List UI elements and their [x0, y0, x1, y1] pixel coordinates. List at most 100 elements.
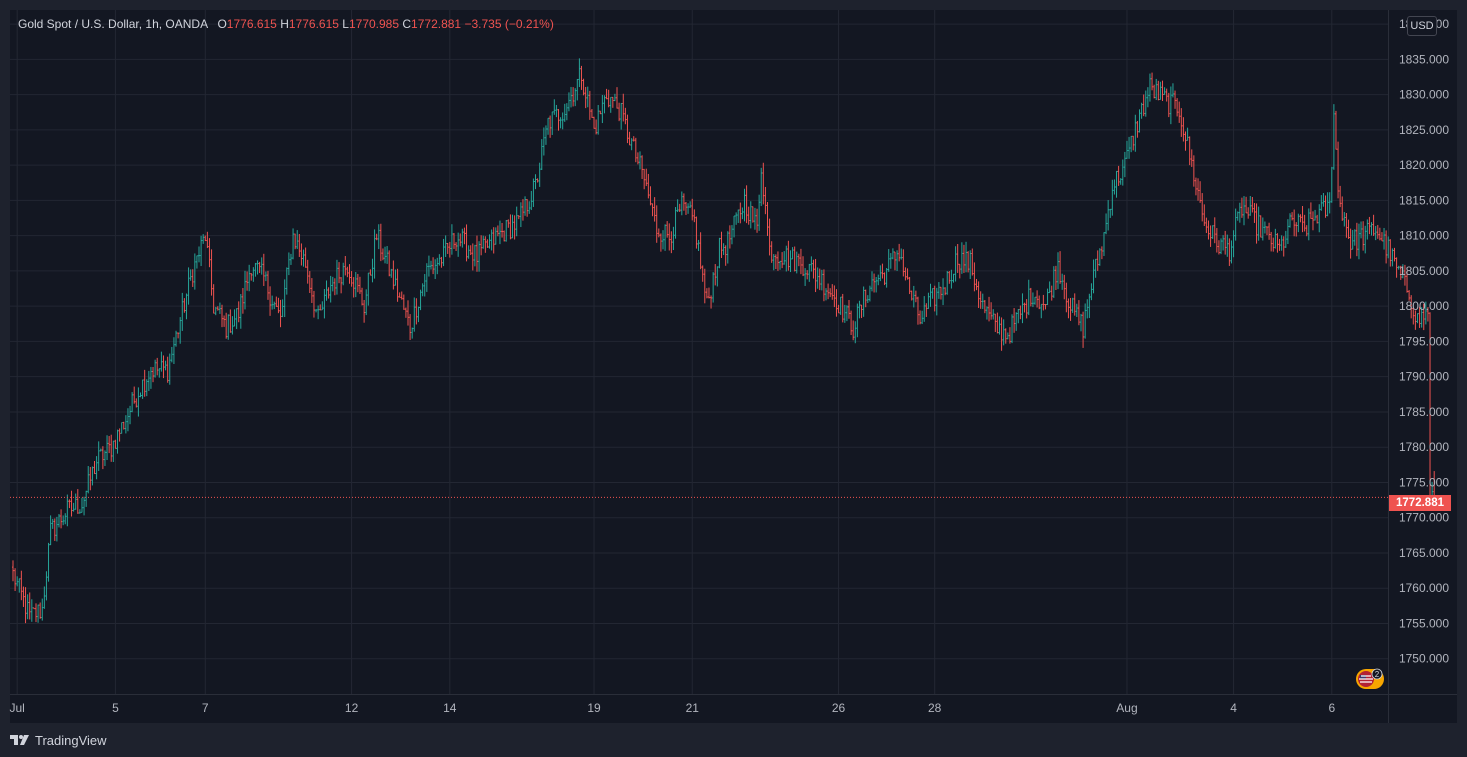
ohlc-bar: [684, 201, 687, 215]
ohlc-bar: [473, 244, 476, 267]
time-scale[interactable]: [10, 694, 1388, 723]
close-label: C: [402, 17, 412, 31]
price-scale[interactable]: [1388, 10, 1457, 694]
ohlc-bar: [837, 304, 840, 314]
ohlc-bar: [1232, 230, 1235, 258]
ohlc-bar: [1040, 303, 1043, 319]
ohlc-bar: [55, 516, 58, 542]
ohlc-bar: [712, 272, 715, 303]
ohlc-bar: [1188, 136, 1191, 166]
ohlc-bar: [423, 274, 426, 297]
ohlc-bar: [1376, 224, 1379, 239]
symbol-legend[interactable]: Gold Spot / U.S. Dollar, 1h, OANDA O1776…: [18, 17, 554, 31]
economic-event-icon[interactable]: 2: [1355, 667, 1385, 691]
ohlc-bar: [645, 168, 648, 187]
ohlc-bar: [841, 293, 844, 323]
ohlc-bar: [524, 196, 527, 216]
ohlc-bar: [482, 235, 485, 249]
ohlc-bar: [37, 604, 40, 623]
ohlc-bar: [1322, 192, 1325, 207]
x-tick-label: 21: [686, 701, 700, 715]
currency-button[interactable]: USD: [1407, 16, 1437, 36]
ohlc-bar: [812, 259, 815, 279]
ohlc-bar: [620, 103, 623, 130]
ohlc-bar: [494, 227, 497, 245]
ohlc-bar: [1113, 179, 1116, 195]
ohlc-bar: [346, 266, 349, 278]
ohlc-bar: [1138, 109, 1141, 133]
ohlc-bar: [296, 230, 299, 249]
ohlc-bar: [1284, 230, 1287, 248]
ohlc-bar: [70, 490, 73, 517]
ohlc-bar: [751, 206, 754, 223]
ohlc-bar: [521, 199, 524, 221]
y-tick-label: 1790.000: [1399, 370, 1449, 384]
ohlc-bar: [653, 197, 656, 222]
ohlc-bar: [118, 428, 121, 442]
ohlc-bar: [143, 369, 146, 397]
ohlc-bar: [618, 102, 621, 122]
ohlc-bar: [384, 246, 387, 264]
ohlc-bar: [1416, 313, 1419, 324]
ohlc-bar: [463, 227, 466, 245]
symbol-name[interactable]: Gold Spot / U.S. Dollar, 1h, OANDA: [18, 17, 208, 31]
ohlc-bar: [218, 302, 221, 314]
ohlc-bar: [1374, 225, 1377, 241]
ohlc-bar: [129, 405, 132, 425]
ohlc-bar: [1247, 207, 1250, 219]
ohlc-bar: [110, 434, 113, 462]
ohlc-bar: [74, 493, 77, 510]
ohlc-bar: [818, 268, 821, 291]
ohlc-bar: [889, 253, 892, 269]
ohlc-bar: [1343, 212, 1346, 227]
plot-area[interactable]: [10, 10, 1388, 694]
ohlc-bar: [515, 206, 518, 237]
ohlc-bar: [57, 514, 60, 528]
ohlc-bar: [225, 312, 228, 339]
ohlc-bar: [1115, 170, 1118, 198]
ohlc-bar: [745, 185, 748, 224]
ohlc-bar: [933, 285, 936, 312]
us-flag-canton: [1360, 675, 1366, 679]
ohlc-bar: [661, 230, 664, 250]
ohlc-bar: [348, 264, 351, 284]
grid-lines: [10, 10, 1388, 694]
ohlc-bar: [1174, 90, 1177, 109]
low-value: 1770.985: [348, 17, 400, 31]
ohlc-bar: [419, 289, 422, 311]
ohlc-bar: [20, 570, 23, 601]
ohlc-bar: [1276, 233, 1279, 253]
ohlc-bar: [939, 286, 942, 300]
ohlc-bar: [241, 288, 244, 314]
ohlc-bar: [971, 248, 974, 276]
ohlc-bar: [285, 267, 288, 295]
ohlc-bar: [879, 265, 882, 282]
tradingview-logo[interactable]: TradingView: [10, 731, 107, 749]
ohlc-bar: [216, 306, 219, 311]
ohlc-bar: [804, 268, 807, 286]
ohlc-bar: [1144, 90, 1147, 117]
ohlc-bar: [1339, 185, 1342, 208]
ohlc-bar: [365, 289, 368, 316]
ohlc-bar: [1140, 102, 1143, 119]
ohlc-bar: [1077, 300, 1080, 326]
ohlc-bar: [1029, 287, 1032, 307]
ohlc-bar: [1002, 319, 1005, 346]
ohlc-bar: [223, 315, 226, 327]
ohlc-bar: [273, 301, 276, 310]
ohlc-bar: [632, 136, 635, 142]
ohlc-bar: [758, 194, 761, 231]
ohlc-bar: [806, 270, 809, 280]
ohlc-bar: [952, 273, 955, 283]
ohlc-bar: [308, 271, 311, 294]
ohlc-bar: [450, 224, 453, 255]
ohlc-bar: [200, 235, 203, 267]
ohlc-bar: [739, 202, 742, 224]
ohlc-bar: [1380, 232, 1383, 242]
ohlc-bar: [1017, 309, 1020, 324]
ohlc-bar: [304, 247, 307, 268]
ohlc-bar: [85, 490, 88, 507]
ohlc-bar: [229, 309, 232, 333]
ohlc-bar: [1224, 230, 1227, 255]
ohlc-bar: [613, 93, 616, 102]
